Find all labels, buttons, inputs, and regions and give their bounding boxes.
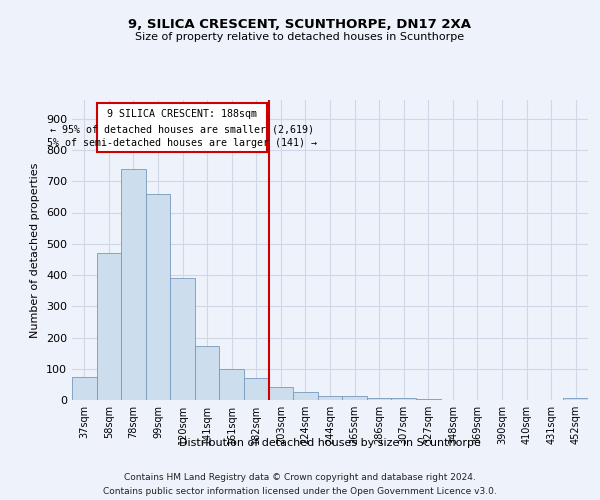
Text: 9 SILICA CRESCENT: 188sqm: 9 SILICA CRESCENT: 188sqm: [107, 109, 257, 119]
Text: ← 95% of detached houses are smaller (2,619): ← 95% of detached houses are smaller (2,…: [50, 125, 314, 135]
Bar: [563, 398, 588, 400]
Y-axis label: Number of detached properties: Number of detached properties: [31, 162, 40, 338]
Bar: [97, 253, 121, 400]
Text: 9, SILICA CRESCENT, SCUNTHORPE, DN17 2XA: 9, SILICA CRESCENT, SCUNTHORPE, DN17 2XA: [128, 18, 472, 30]
Text: Contains HM Land Registry data © Crown copyright and database right 2024.: Contains HM Land Registry data © Crown c…: [124, 473, 476, 482]
Bar: [269, 387, 293, 400]
Bar: [195, 346, 220, 400]
Bar: [244, 378, 269, 400]
Bar: [342, 396, 367, 400]
Text: 5% of semi-detached houses are larger (141) →: 5% of semi-detached houses are larger (1…: [47, 138, 317, 148]
Text: Size of property relative to detached houses in Scunthorpe: Size of property relative to detached ho…: [136, 32, 464, 42]
Bar: [146, 194, 170, 400]
Bar: [391, 398, 416, 400]
Bar: [293, 392, 318, 400]
Bar: [170, 278, 195, 400]
Text: Distribution of detached houses by size in Scunthorpe: Distribution of detached houses by size …: [179, 438, 481, 448]
Bar: [72, 377, 97, 400]
Bar: [220, 369, 244, 400]
Bar: [121, 169, 146, 400]
Bar: [367, 398, 391, 400]
Bar: [318, 396, 342, 400]
Text: Contains public sector information licensed under the Open Government Licence v3: Contains public sector information licen…: [103, 486, 497, 496]
Bar: [97, 103, 268, 152]
